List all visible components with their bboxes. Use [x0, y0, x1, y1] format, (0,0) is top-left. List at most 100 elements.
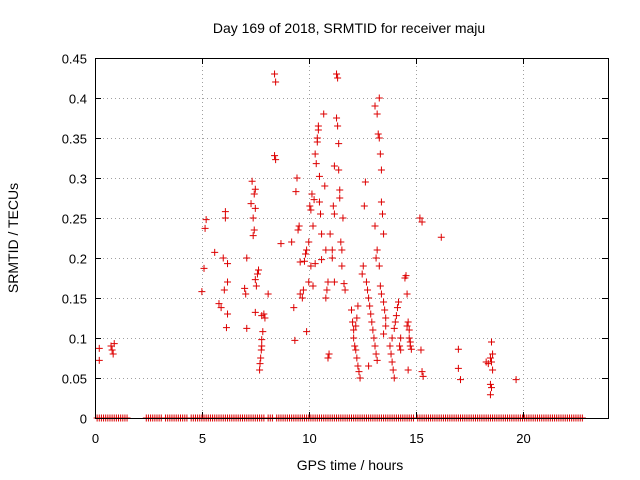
data-point: [330, 162, 338, 170]
data-point: [350, 334, 358, 342]
data-point: [221, 214, 229, 222]
data-point: [358, 270, 366, 278]
data-point: [247, 200, 255, 208]
data-point: [272, 78, 280, 86]
data-point: [402, 272, 410, 280]
data-point: [306, 202, 314, 210]
y-tick-label: 0.35: [62, 132, 87, 147]
y-axis-label: SRMTID / TECUs: [5, 183, 21, 293]
data-point: [290, 304, 298, 312]
data-point: [382, 322, 390, 330]
data-point: [416, 214, 424, 222]
data-point: [373, 110, 381, 118]
data-point: [110, 340, 118, 348]
data-point: [95, 356, 103, 364]
plot-frame: [95, 58, 609, 419]
data-point: [256, 360, 264, 368]
data-point: [215, 300, 223, 308]
data-point: [324, 354, 332, 362]
data-point: [396, 342, 404, 350]
data-point: [109, 350, 117, 358]
data-point: [375, 134, 383, 142]
data-point: [257, 354, 265, 362]
x-tick-labels: 0 5 10 15 20: [92, 431, 531, 446]
data-point: [221, 208, 229, 216]
data-point: [250, 190, 258, 198]
data-point: [242, 290, 250, 298]
data-point: [330, 278, 338, 286]
data-point: [356, 374, 364, 382]
y-tick-label: 0.45: [62, 52, 87, 67]
data-point: [353, 314, 361, 322]
data-point: [406, 342, 414, 350]
data-point: [486, 354, 494, 362]
data-point: [348, 306, 355, 314]
chart-title: Day 169 of 2018, SRMTID for receiver maj…: [213, 20, 485, 36]
data-point: [378, 210, 386, 218]
data-point: [388, 358, 396, 366]
data-point: [512, 376, 520, 384]
data-point: [253, 270, 261, 278]
data-point: [376, 282, 384, 290]
data-point: [337, 238, 345, 246]
data-point: [328, 246, 336, 254]
data-point: [294, 226, 302, 234]
data-point: [296, 290, 304, 298]
data-point: [350, 326, 358, 334]
data-point: [338, 262, 346, 270]
data-point: [417, 346, 425, 354]
data-point: [295, 222, 303, 230]
data-point: [258, 342, 266, 350]
data-point: [198, 288, 206, 296]
data-point: [372, 350, 380, 358]
data-point: [108, 346, 116, 354]
data-point: [351, 342, 359, 350]
data-point: [376, 150, 384, 158]
data-point: [405, 326, 413, 334]
data-point: [407, 345, 415, 353]
data-point: [307, 206, 315, 214]
data-point: [352, 346, 360, 354]
y-tick-label: 0.4: [69, 92, 87, 107]
data-point: [405, 334, 413, 342]
data-point: [395, 298, 403, 306]
data-point: [403, 290, 411, 298]
data-point: [311, 150, 319, 158]
data-point: [375, 94, 383, 102]
data-point: [248, 177, 256, 185]
data-point: [354, 302, 362, 310]
data-point: [258, 336, 266, 344]
data-point: [404, 318, 412, 326]
data-point: [310, 196, 318, 204]
data-point: [371, 222, 379, 230]
data-point: [303, 328, 311, 336]
grid: [95, 58, 608, 418]
data-point: [224, 278, 232, 286]
data-point: [336, 194, 344, 202]
data-point: [260, 310, 268, 318]
data-point: [241, 284, 249, 292]
data-point: [335, 140, 343, 148]
data-point: [369, 326, 377, 334]
data-point: [202, 216, 210, 224]
data-point: [349, 318, 357, 326]
data-point: [371, 102, 379, 110]
y-tick-label: 0.15: [62, 292, 87, 307]
data-point: [390, 374, 398, 382]
data-point: [324, 278, 332, 286]
data-point: [305, 278, 313, 286]
data-point: [397, 346, 405, 354]
data-point: [403, 322, 411, 330]
data-point: [315, 198, 323, 206]
x-tick-label: 20: [516, 431, 530, 446]
data-point: [256, 366, 264, 374]
x-tick-label: 10: [302, 431, 316, 446]
data-point: [200, 264, 208, 272]
data-point: [386, 342, 394, 350]
data-point: [251, 204, 259, 212]
data-point: [488, 338, 496, 346]
data-point: [457, 376, 465, 384]
data-point: [220, 286, 228, 294]
data-point: [381, 306, 389, 314]
y-tick-labels: 0 0.05 0.1 0.15 0.2 0.25 0.3 0.35 0.4 0.45: [62, 52, 87, 427]
